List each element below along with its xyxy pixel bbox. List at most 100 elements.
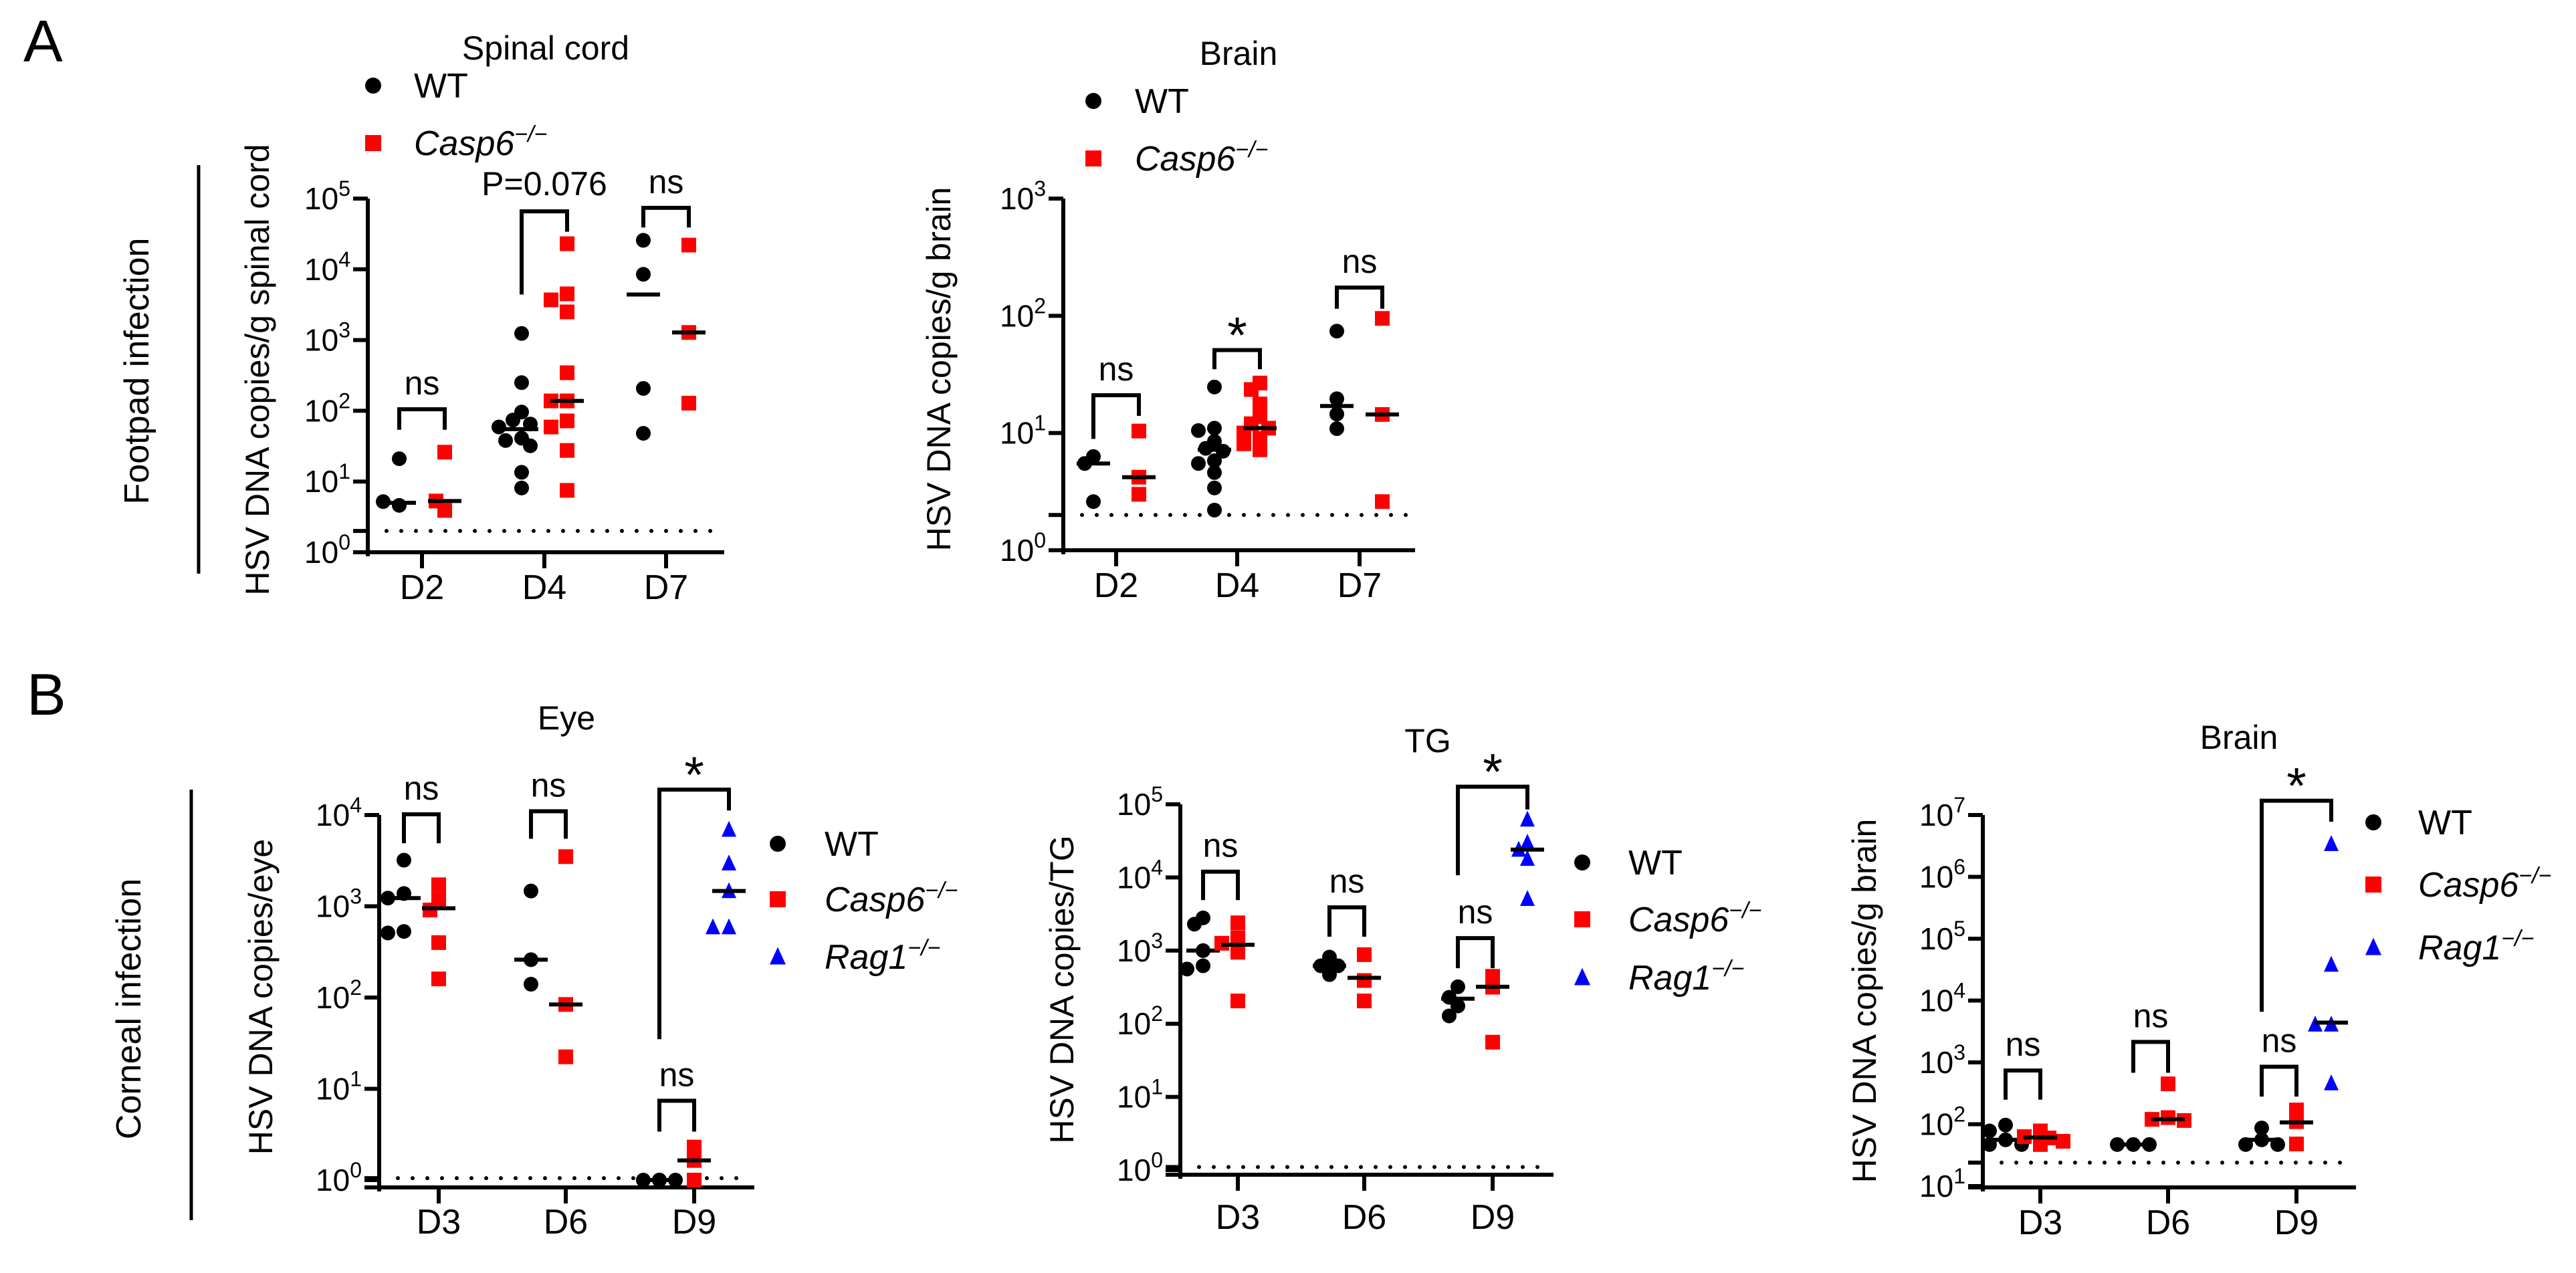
p-value-label: P=0.076 (481, 165, 607, 203)
legend-marker-wt (1085, 93, 1101, 109)
legend-label-casp6: Casp6−/− (1628, 898, 1761, 939)
data-point-casp6 (1230, 994, 1245, 1009)
y-tick-exponent: 3 (350, 885, 362, 909)
y-tick-label: 104 (316, 793, 362, 832)
data-point-wt (1329, 391, 1344, 407)
data-point-wt (1207, 465, 1222, 480)
significance-label: ns (2006, 1026, 2041, 1063)
significance-bracket (520, 209, 569, 295)
chart-4: Brain HSV DNA copies/g brain 101 102 103 104 1… (1846, 719, 2551, 1242)
significance-label: ns (2262, 1022, 2297, 1060)
y-tick-exponent: 1 (350, 1067, 362, 1091)
data-point-wt (514, 326, 529, 341)
data-point-casp6 (560, 483, 574, 498)
data-point-wt (1207, 502, 1222, 517)
data-point-wt (1329, 407, 1344, 422)
legend-marker-casp6 (1085, 150, 1101, 166)
data-point-wt (636, 233, 651, 248)
y-axis-label: HSV DNA copies/g brain (1846, 819, 1883, 1183)
x-tick-label: D2 (1094, 566, 1138, 605)
data-point-rag1 (2324, 1074, 2339, 1090)
y-tick-exponent: 1 (1034, 411, 1046, 435)
significance-bracket (402, 812, 441, 844)
legend-marker-wt (1574, 854, 1590, 871)
y-tick-exponent: 1 (1953, 1164, 1965, 1188)
data-point-casp6 (2033, 1137, 2048, 1152)
charts-container: Spinal cord HSV DNA copies/g spinal cord 1… (239, 29, 2551, 1242)
y-tick-exponent: 2 (350, 975, 362, 1000)
data-point-casp6 (1375, 311, 1390, 326)
data-point-wt (1998, 1117, 2013, 1133)
significance-label: * (684, 747, 704, 804)
significance-label: ns (1458, 893, 1493, 931)
significance-label: ns (649, 163, 684, 201)
y-tick-exponent: 5 (1953, 917, 1965, 941)
significance-label: ns (531, 766, 566, 804)
data-point-wt (506, 413, 520, 428)
data-point-casp6 (1230, 930, 1245, 945)
genotype-superscript: −/− (514, 122, 547, 147)
y-tick-exponent: 0 (350, 1158, 362, 1182)
data-point-wt (381, 925, 395, 941)
data-point-casp6 (1132, 487, 1146, 502)
data-point-wt (1207, 480, 1222, 495)
legend-marker-wt (2365, 814, 2381, 830)
genotype-name: WT (1628, 844, 1683, 883)
significance-bracket (1335, 285, 1384, 309)
data-point-wt (397, 852, 411, 868)
y-tick-exponent: 7 (1953, 793, 1965, 817)
data-point-casp6 (558, 849, 573, 864)
y-axis-label: HSV DNA copies/eye (242, 839, 280, 1155)
data-point-casp6 (1357, 994, 1372, 1009)
significance-label: ns (1342, 243, 1378, 280)
x-tick-label: D9 (2274, 1203, 2319, 1242)
data-point-wt (1451, 979, 1465, 994)
y-tick-exponent: 5 (338, 177, 350, 201)
y-tick-exponent: 1 (1151, 1075, 1163, 1099)
data-point-casp6 (1244, 382, 1259, 397)
data-point-casp6 (558, 1049, 573, 1064)
data-point-casp6 (1357, 947, 1372, 962)
legend-label-wt: WT (825, 825, 879, 864)
legend-label-casp6: Casp6−/− (414, 122, 547, 163)
y-tick-label: 104 (1919, 979, 1965, 1018)
y-tick-label: 100 (304, 530, 350, 570)
data-point-wt (1451, 998, 1465, 1014)
x-tick-label: D4 (522, 568, 566, 607)
genotype-name: Rag1 (825, 938, 907, 977)
genotype-name: Casp6 (1135, 140, 1235, 179)
genotype-superscript: −/− (907, 935, 940, 961)
data-point-wt (514, 375, 529, 390)
data-point-casp6 (544, 292, 558, 308)
y-axis-label: HSV DNA copies/g spinal cord (239, 144, 276, 595)
data-point-rag1 (2324, 835, 2339, 851)
y-tick-exponent: 5 (1151, 782, 1163, 806)
data-point-casp6 (1253, 396, 1267, 412)
y-tick-exponent: 3 (1034, 177, 1046, 201)
genotype-name: Casp6 (414, 124, 514, 163)
significance-bracket (1327, 905, 1366, 937)
data-point-wt (1180, 961, 1194, 977)
significance-label: ns (1099, 350, 1134, 388)
data-point-rag1 (722, 918, 736, 935)
y-tick-exponent: 2 (1151, 1002, 1163, 1026)
significance-label: ns (659, 1056, 695, 1093)
data-point-casp6 (687, 1139, 702, 1155)
data-point-casp6 (2289, 1103, 2304, 1118)
data-point-wt (1207, 379, 1222, 394)
significance-bracket (2260, 798, 2333, 1012)
data-point-casp6 (2161, 1076, 2175, 1092)
y-tick-exponent: 0 (1151, 1148, 1163, 1172)
chart-0: Spinal cord HSV DNA copies/g spinal cord 1… (239, 29, 724, 607)
x-tick-label: D3 (1216, 1198, 1260, 1237)
significance-bracket (657, 787, 731, 1040)
chart-title: Brain (2200, 719, 2278, 756)
x-tick-label: D3 (2018, 1203, 2062, 1242)
genotype-name: WT (1135, 82, 1189, 121)
data-point-casp6 (1375, 494, 1390, 509)
row-label-corneal-infection: Corneal infection (110, 879, 148, 1139)
y-tick-exponent: 4 (1953, 979, 1965, 1003)
data-point-wt (1187, 917, 1202, 932)
